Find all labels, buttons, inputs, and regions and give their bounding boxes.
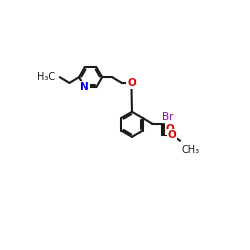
- Text: N: N: [80, 82, 89, 92]
- Text: O: O: [168, 130, 176, 140]
- Text: Br: Br: [162, 112, 173, 122]
- Text: O: O: [127, 78, 136, 88]
- Text: H₃C: H₃C: [38, 72, 56, 82]
- Text: CH₃: CH₃: [181, 145, 199, 155]
- Text: O: O: [166, 124, 174, 134]
